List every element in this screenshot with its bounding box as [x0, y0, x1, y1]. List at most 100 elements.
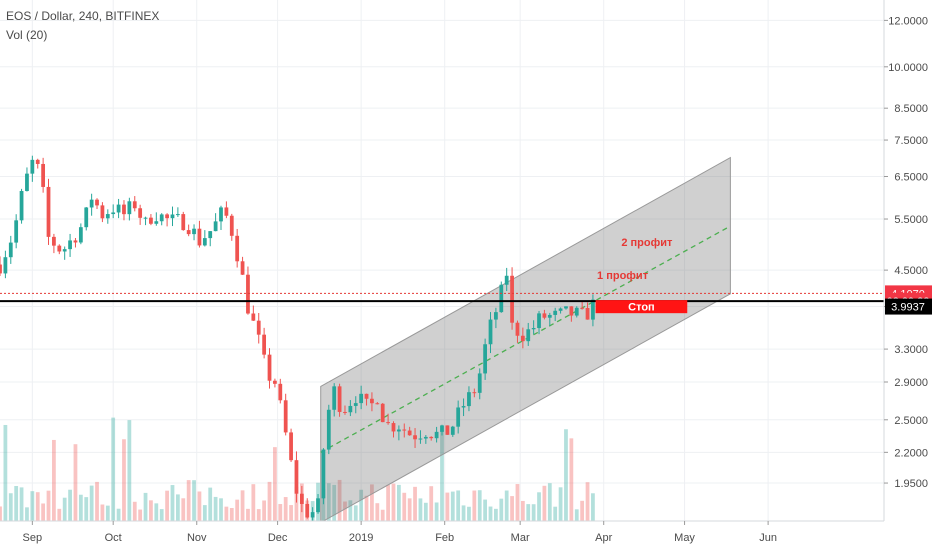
volume-bar [256, 509, 261, 521]
candle-body [154, 221, 159, 224]
volume-bar [504, 490, 509, 521]
volume-bar [380, 509, 385, 521]
volume-label[interactable]: Vol (20) [6, 28, 48, 42]
volume-bar [165, 490, 169, 521]
volume-bar [461, 505, 466, 521]
candle-body [499, 284, 504, 313]
time-tick-label: Feb [435, 532, 454, 544]
volume-bar [472, 490, 477, 521]
candle-body [0, 264, 2, 274]
candle-body [62, 249, 67, 252]
candle-body [299, 493, 304, 504]
price-badge[interactable] [885, 298, 932, 315]
stop-box[interactable] [595, 300, 688, 314]
price-tick-label: 8.5000 [894, 103, 928, 115]
volume-bar [127, 420, 132, 521]
volume-bar [52, 439, 56, 521]
volume-bar [564, 429, 568, 521]
volume-bar [149, 500, 153, 521]
candle-body [111, 212, 116, 215]
volume-bar [353, 505, 358, 521]
volume-bar [170, 485, 175, 521]
candle-body [364, 393, 369, 399]
stop-label: Стоп [628, 302, 655, 314]
time-tick-label: May [674, 532, 695, 544]
price-tick-label: 2.5000 [894, 415, 928, 427]
channel-fill[interactable] [320, 156, 731, 524]
volume-bar [520, 500, 525, 521]
volume-bar [542, 485, 547, 521]
volume-bar [224, 506, 229, 521]
volume-bar [364, 495, 369, 521]
volume-bar [68, 489, 72, 521]
volume-bar [423, 502, 428, 521]
candle-body [122, 204, 126, 215]
candle-body [483, 344, 488, 374]
volume-bar [413, 486, 417, 521]
candle-body [370, 398, 374, 404]
candle-body [89, 199, 94, 208]
candle-body [143, 217, 148, 219]
candle-body [547, 314, 552, 318]
volume-bar [531, 504, 536, 521]
volume-bar [396, 484, 401, 521]
candle-body [219, 207, 223, 222]
candle-body [564, 306, 568, 309]
time-axis-bg [0, 521, 932, 550]
candle-body [450, 426, 455, 435]
volume-bar [14, 486, 19, 521]
candle-body [542, 313, 547, 318]
candle-body [57, 245, 62, 252]
candle-body [278, 383, 283, 401]
time-tick-label: Dec [268, 532, 288, 544]
candle-body [353, 403, 358, 406]
chart-legend: EOS / Dollar, 240, BITFINEX Vol (20) [6, 7, 159, 45]
time-tick-label: Apr [595, 532, 612, 544]
price-tick-label: 5.5000 [894, 214, 928, 226]
candle-body [380, 403, 385, 423]
price-channel[interactable] [320, 156, 731, 524]
candle-body [396, 429, 401, 432]
candle-body [332, 386, 337, 410]
candle-body [537, 313, 541, 329]
candle-body [569, 306, 574, 316]
volume-bar [440, 430, 444, 521]
price-axis[interactable]: 12.0000 10.0000 8.5000 7.5000 6.5000 5.5000 4.… [883, 0, 932, 550]
candle-body [267, 354, 272, 381]
chart-annotations[interactable]: Стоп 2 профит 1 профит [595, 237, 688, 314]
volume-bar [580, 500, 585, 521]
volume-bar [84, 497, 89, 521]
volume-bar [326, 483, 331, 521]
volume-bar [591, 493, 595, 521]
candle-body [84, 207, 89, 228]
symbol-label[interactable]: EOS / Dollar, 240, BITFINEX [6, 9, 160, 23]
candle-body [440, 425, 444, 432]
candle-body [348, 405, 353, 413]
volume-bar [294, 486, 299, 521]
candle-body [159, 214, 164, 222]
candle-body [213, 221, 218, 232]
candle-body [100, 205, 105, 219]
candle-body [41, 163, 46, 187]
volume-bar [73, 444, 78, 521]
candle-body [229, 215, 234, 236]
volume-bar [30, 491, 35, 521]
candle-body [591, 299, 595, 320]
candle-body [429, 436, 434, 439]
volume-bar [337, 479, 342, 521]
candle-body [8, 242, 13, 258]
candle-body [407, 430, 412, 436]
volume-bar [100, 504, 105, 521]
candle-body [488, 319, 493, 345]
price-tick-label: 3.3000 [894, 344, 928, 356]
volume-bar [181, 498, 186, 521]
volume-bar [41, 503, 46, 521]
candle-body [391, 423, 396, 432]
candle-body [423, 436, 428, 439]
candle-body [386, 422, 390, 424]
channel-midline[interactable] [320, 225, 731, 453]
time-axis[interactable]: Sep Oct Nov Dec 2019 Feb Mar Apr May Jun [0, 520, 932, 550]
volume-bar [418, 498, 423, 521]
volume-bar [278, 504, 283, 521]
